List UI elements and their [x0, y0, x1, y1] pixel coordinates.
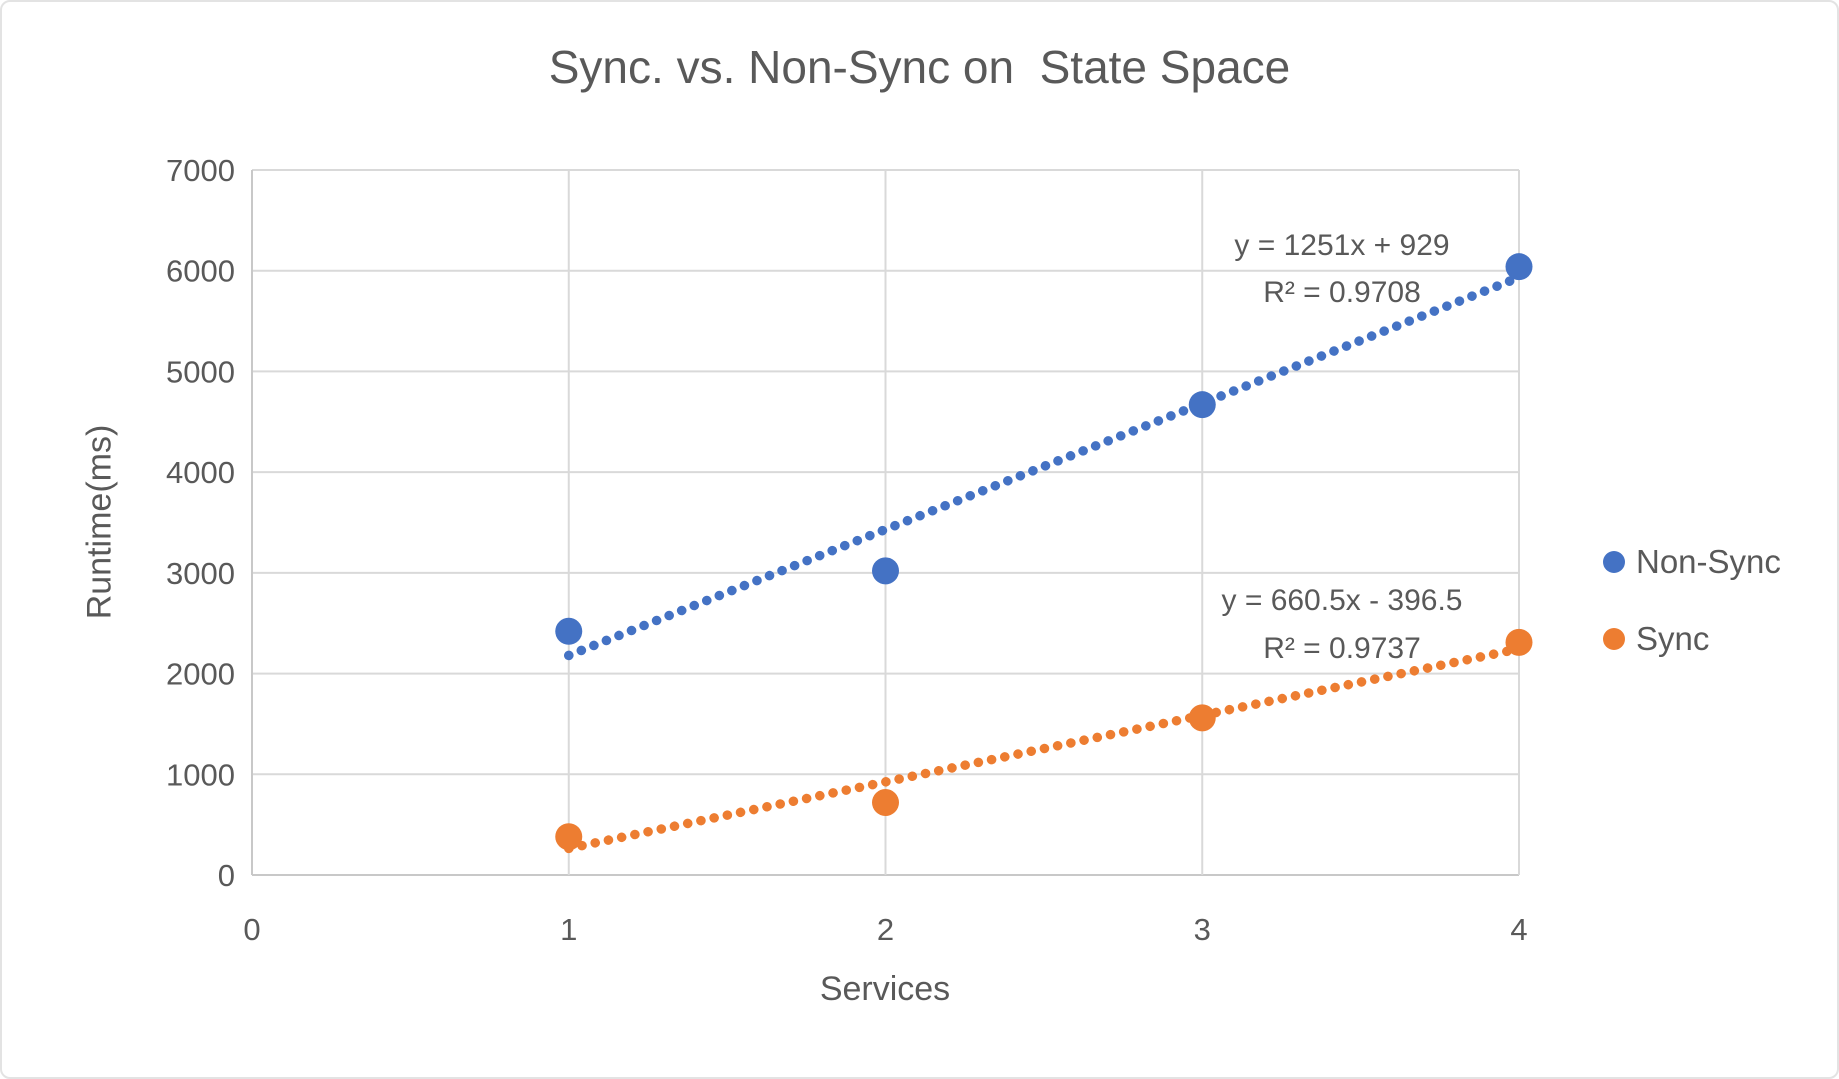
trendline-r2-sync: R² = 0.9737 — [1263, 632, 1421, 665]
legend-marker-icon — [1603, 551, 1625, 573]
data-point-non-sync — [872, 557, 899, 585]
y-tick-label: 4000 — [166, 455, 235, 490]
legend-label: Sync — [1636, 620, 1709, 657]
trendline-equation-non-sync: y = 1251x + 929 — [1234, 229, 1449, 262]
legend-item-non-sync: Non-Sync — [1603, 543, 1781, 580]
trendline-label-non-sync: y = 1251x + 929 R² = 0.9708 — [1234, 229, 1449, 309]
legend: Non-Sync Sync — [1603, 543, 1781, 657]
legend-label: Non-Sync — [1636, 543, 1781, 580]
data-point-non-sync — [555, 617, 583, 645]
data-point-sync — [872, 788, 899, 816]
x-tick-label: 1 — [560, 912, 577, 947]
x-tick-label: 2 — [877, 912, 894, 947]
data-point-non-sync — [1188, 391, 1216, 419]
legend-item-sync: Sync — [1603, 620, 1709, 657]
x-tick-label: 0 — [243, 912, 260, 947]
y-tick-label: 1000 — [166, 757, 235, 792]
trendline-sync — [564, 644, 1524, 854]
y-tick-label: 0 — [218, 858, 235, 893]
trendline-non-sync — [564, 272, 1524, 661]
x-tick-label: 4 — [1510, 912, 1527, 947]
data-point-sync — [555, 823, 583, 851]
x-axis-title: Services — [819, 970, 951, 1008]
y-tick-label: 3000 — [166, 556, 235, 591]
series-sync — [555, 628, 1533, 851]
trendline-equation-sync: y = 660.5x - 396.5 — [1222, 584, 1463, 617]
tick-labels: 0 1000 2000 3000 4000 5000 6000 7000 0 1 2 3 4 — [166, 153, 1528, 947]
y-tick-label: 6000 — [166, 254, 235, 289]
data-point-sync — [1505, 628, 1533, 656]
y-tick-label: 7000 — [166, 153, 235, 188]
trendline-r2-non-sync: R² = 0.9708 — [1263, 276, 1421, 309]
trendline-label-sync: y = 660.5x - 396.5 R² = 0.9737 — [1222, 584, 1463, 665]
data-point-non-sync — [1505, 253, 1533, 281]
series-non-sync — [555, 253, 1533, 645]
y-tick-label: 5000 — [166, 354, 235, 389]
data-point-sync — [1188, 704, 1216, 732]
legend-marker-icon — [1603, 628, 1625, 650]
y-tick-label: 2000 — [166, 657, 235, 692]
x-tick-label: 3 — [1194, 912, 1211, 947]
chart-title: Sync. vs. Non-Sync on State Space — [548, 41, 1291, 93]
